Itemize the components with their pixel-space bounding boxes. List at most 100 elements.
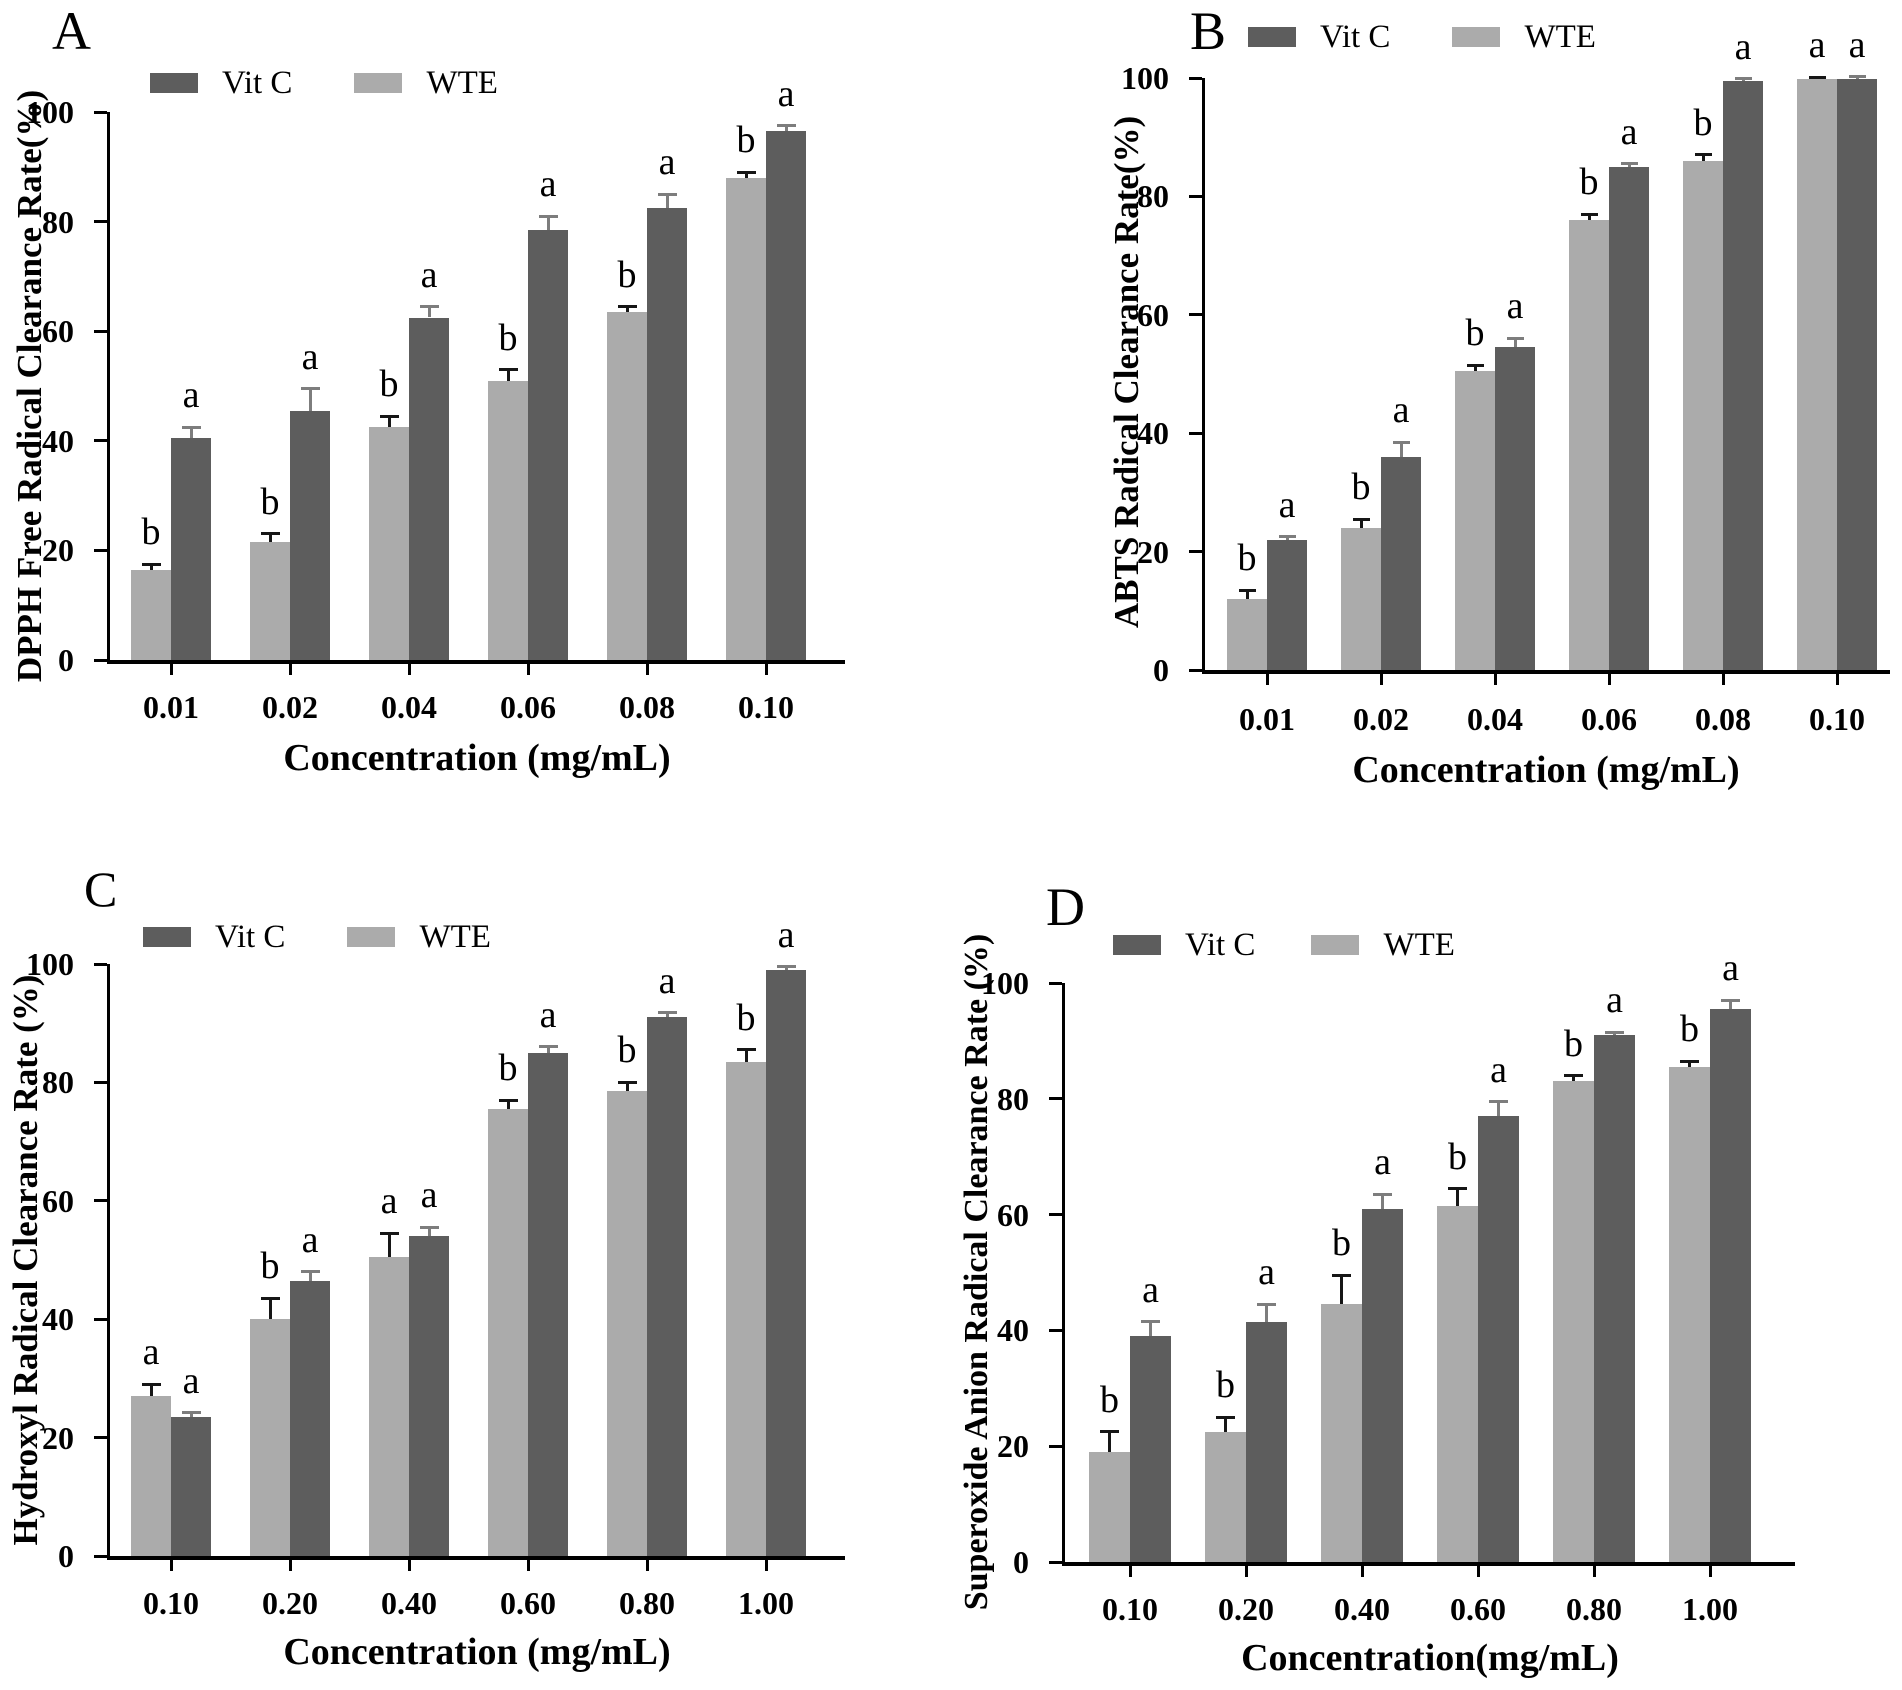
sig-letter: b <box>1332 1222 1351 1265</box>
error-bar-line <box>1224 1417 1227 1432</box>
error-bar-line <box>546 216 550 230</box>
x-axis-title-d: Concentration(mg/mL) <box>1241 1637 1619 1679</box>
legend-wte-swatch <box>354 73 403 93</box>
error-bar-cap <box>617 1080 637 1084</box>
x-tick <box>1607 674 1611 685</box>
sig-letter: b <box>736 119 756 162</box>
x-axis-D <box>1062 1562 1795 1566</box>
bar-vitc-C-0.40 <box>409 1236 449 1556</box>
error-bar-cap <box>736 170 756 174</box>
sig-letter: b <box>498 316 518 359</box>
error-bar-cap <box>617 305 637 309</box>
legend-wte-swatch <box>347 927 396 947</box>
bar-wte-D-1.00 <box>1669 1066 1710 1562</box>
y-tick <box>94 658 107 662</box>
x-tick <box>169 1560 173 1571</box>
y-tick <box>94 548 107 552</box>
bar-wte-A-0.02 <box>250 542 290 660</box>
sig-letter: b <box>260 1245 280 1288</box>
y-tick-label: 60 <box>1137 296 1169 333</box>
bar-vitc-B-0.08 <box>1723 80 1763 670</box>
error-bar-cap <box>141 1382 161 1386</box>
error-bar-line <box>665 1012 669 1018</box>
legend-vitc-label: Vit C <box>1185 926 1256 963</box>
y-tick-label: 20 <box>1137 533 1169 570</box>
x-tick-label: 0.02 <box>262 689 318 725</box>
x-tick-label: 0.04 <box>1467 701 1523 737</box>
error-bar-cap <box>379 414 399 418</box>
x-tick <box>407 664 411 675</box>
y-tick <box>1189 76 1202 80</box>
error-bar-line <box>1729 1000 1732 1010</box>
bar-vitc-B-0.10 <box>1837 78 1877 670</box>
error-bar-cap <box>1352 517 1370 521</box>
bar-vitc-C-0.60 <box>528 1052 568 1556</box>
y-tick <box>1049 1213 1062 1217</box>
y-axis-title-c: Hydroxyl Radical Clearance Rate (%) <box>6 974 45 1546</box>
sig-letter: b <box>1680 1008 1699 1051</box>
bar-wte-D-0.80 <box>1553 1081 1594 1562</box>
sig-letter: b <box>1564 1022 1583 1065</box>
sig-letter: a <box>380 1180 398 1223</box>
sig-letter: b <box>141 511 161 554</box>
error-bar-line <box>189 1412 193 1417</box>
error-bar-cap <box>141 562 161 566</box>
x-tick-label: 0.01 <box>1239 701 1295 737</box>
x-tick <box>526 664 530 675</box>
error-bar-cap <box>1694 153 1712 157</box>
bar-wte-B-0.06 <box>1569 220 1609 670</box>
y-tick <box>1049 1328 1062 1332</box>
legend-vitc-swatch <box>143 927 191 947</box>
legend-wte-label: WTE <box>419 918 491 955</box>
x-tick <box>1379 674 1383 685</box>
bar-vitc-D-0.20 <box>1246 1321 1287 1562</box>
y-tick <box>1049 1097 1062 1101</box>
error-bar-line <box>1587 214 1591 221</box>
error-bar-cap <box>538 1045 558 1049</box>
x-tick <box>1592 1566 1596 1577</box>
legend-wte-label: WTE <box>426 64 498 101</box>
bar-wte-A-0.08 <box>607 312 647 660</box>
x-tick-label: 0.10 <box>1809 701 1865 737</box>
error-bar-cap <box>538 214 558 218</box>
x-tick-label: 0.04 <box>381 689 437 725</box>
error-bar-line <box>149 1384 153 1397</box>
panel-letter-d: D <box>1046 877 1085 937</box>
bar-vitc-D-0.10 <box>1130 1336 1171 1562</box>
y-tick <box>94 1554 107 1558</box>
sig-letter: a <box>1506 285 1524 328</box>
x-tick-label: 0.40 <box>1334 1591 1390 1627</box>
sig-letter: b <box>498 1047 518 1090</box>
y-tick <box>1049 1560 1062 1564</box>
sig-letter: a <box>420 1174 438 1217</box>
bar-vitc-A-0.04 <box>409 317 449 660</box>
error-bar-line <box>189 427 193 439</box>
x-tick <box>1360 1566 1364 1577</box>
error-bar-line <box>149 564 153 570</box>
error-bar-cap <box>1564 1074 1583 1078</box>
error-bar-line <box>625 306 629 312</box>
x-tick <box>288 664 292 675</box>
error-bar-cap <box>1808 75 1826 79</box>
error-bar-cap <box>1373 1192 1392 1196</box>
error-bar-cap <box>1257 1302 1276 1306</box>
error-bar-cap <box>1238 588 1256 592</box>
sig-letter: a <box>1620 110 1638 153</box>
error-bar-cap <box>379 1231 399 1235</box>
x-tick <box>169 664 173 675</box>
bar-wte-D-0.10 <box>1089 1451 1130 1562</box>
legend-wte-swatch <box>1311 935 1360 955</box>
bar-vitc-B-0.06 <box>1609 166 1649 670</box>
x-tick <box>645 664 649 675</box>
x-axis-B <box>1202 670 1890 674</box>
bar-vitc-C-0.10 <box>171 1416 211 1556</box>
error-bar-line <box>506 1100 510 1110</box>
y-tick-label: 80 <box>42 203 74 240</box>
bar-vitc-B-0.01 <box>1267 539 1307 670</box>
error-bar-line <box>625 1082 629 1092</box>
sig-letter: a <box>301 1218 319 1261</box>
x-axis-A <box>107 660 845 664</box>
y-tick-label: 40 <box>42 422 74 459</box>
x-axis-title-c: Concentration (mg/mL) <box>283 1631 671 1673</box>
error-bar-cap <box>1216 1415 1235 1419</box>
